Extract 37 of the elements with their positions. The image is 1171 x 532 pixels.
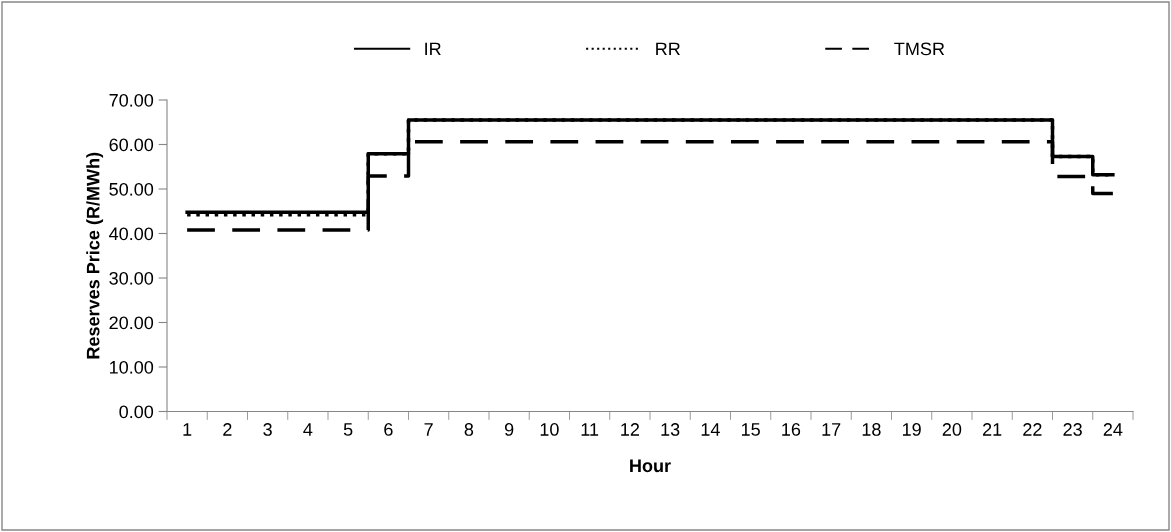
x-tick-label: 15	[741, 423, 760, 436]
x-tick-label: 22	[1023, 423, 1042, 436]
x-tick-label: 20	[942, 423, 962, 436]
x-axis-title: Hour	[630, 459, 671, 473]
y-tick-label: 60.00	[109, 138, 154, 152]
x-tick-label: 10	[540, 423, 559, 436]
legend-label: RR	[656, 42, 680, 56]
legend-label: IR	[425, 42, 441, 56]
x-tick-label: 21	[982, 423, 1002, 436]
x-tick-label: 13	[661, 423, 680, 436]
x-tick-label: 12	[621, 423, 640, 436]
x-tick-label: 19	[902, 423, 921, 436]
x-tick-label: 2	[223, 423, 232, 436]
y-tick-label: 40.00	[109, 227, 154, 241]
x-tick-label: 16	[782, 423, 801, 436]
x-tick-label: 3	[263, 423, 272, 436]
x-tick-label: 4	[303, 423, 313, 436]
y-tick-label: 0.00	[119, 405, 154, 419]
x-tick-label: 7	[424, 423, 433, 436]
x-tick-label: 23	[1063, 423, 1082, 436]
y-tick-label: 10.00	[110, 360, 154, 374]
x-tick-label: 9	[504, 423, 514, 436]
y-tick-label: 30.00	[109, 271, 154, 285]
y-tick-label: 70.00	[109, 93, 154, 107]
x-tick-label: 14	[701, 423, 720, 436]
legend-label: TMSR	[894, 42, 945, 56]
x-tick-label: 24	[1103, 423, 1123, 436]
x-tick-label: 17	[822, 423, 841, 436]
x-tick-label: 5	[343, 423, 353, 436]
y-axis-title: Reserves Price (R/MWh)	[86, 152, 104, 359]
x-tick-label: 6	[384, 423, 393, 436]
x-tick-label: 18	[862, 423, 881, 436]
x-tick-label: 11	[581, 423, 599, 436]
y-tick-label: 50.00	[109, 182, 154, 196]
x-tick-label: 8	[464, 423, 474, 436]
x-tick-label: 1	[183, 423, 192, 436]
y-tick-label: 20.00	[109, 316, 154, 330]
